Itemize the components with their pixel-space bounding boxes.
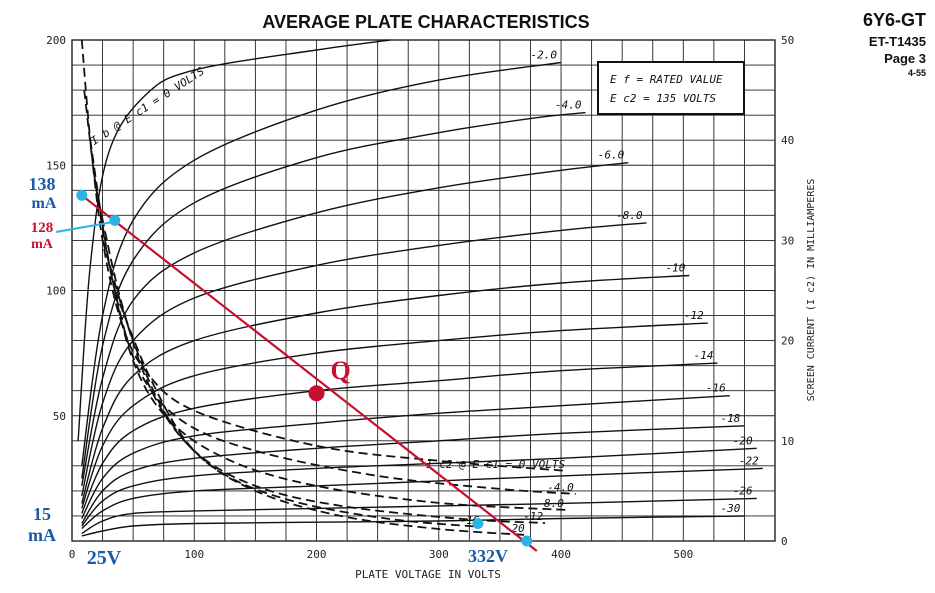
screen-curve-label: -8.0 (537, 497, 564, 510)
load-line (81, 194, 538, 552)
plate-curve-label: -20 (733, 434, 753, 447)
doc-date: 4-55 (908, 68, 926, 78)
screen-curve (89, 140, 566, 511)
y-tick-label: 50 (53, 410, 66, 423)
chart-grid (71, 39, 776, 542)
operating-point-marker (308, 385, 325, 402)
annotation-25v: 25V (87, 547, 122, 569)
x-tick-label: 400 (551, 548, 571, 561)
plate-curve (81, 395, 730, 519)
x-tick-label: 500 (673, 548, 693, 561)
screen-current-curves: I c2 @ E c1 = 0 VOLTS-4.0-8.0-12-16-20 (80, 39, 576, 536)
plate-curve-label: I b @ E c1 = 0 VOLTS (89, 64, 207, 147)
screen-curve (101, 240, 482, 528)
plate-curve (81, 497, 757, 535)
plate-curve-label: -12 (684, 309, 704, 322)
annotation-138-unit: mA (32, 195, 57, 212)
screen-curve (83, 89, 576, 495)
plate-curve-label: -22 (739, 454, 759, 467)
plate-curve (77, 39, 390, 441)
plate-curve (81, 447, 757, 527)
screen-curve-label: I c2 @ E c1 = 0 VOLTS (426, 458, 565, 471)
chart-title: AVERAGE PLATE CHARACTERISTICS (262, 12, 589, 32)
plate-curve-label: -14 (694, 349, 714, 362)
plate-curve (81, 274, 690, 504)
y-tick-label: 150 (46, 159, 66, 172)
point-marker (109, 214, 121, 226)
y2-tick-label: 50 (781, 34, 794, 47)
plate-curve-label: -18 (721, 412, 741, 425)
infobox-line-2: E c2 = 135 VOLTS (610, 92, 716, 105)
plate-curve-label: -4.0 (555, 99, 582, 112)
infobox-line-1: E f = RATED VALUE (610, 73, 723, 86)
plate-curve-label: -16 (706, 382, 726, 395)
annotation-q: Q (331, 356, 351, 385)
plate-curve-label: -30 (721, 502, 741, 515)
annotation-128-unit: mA (31, 237, 54, 252)
plate-curve (81, 467, 763, 530)
axis-ticks: 0 100 200 300 400 500 50 100 150 200 0 10 20 30 40 50 (46, 34, 794, 561)
x-tick-label: 0 (69, 548, 76, 561)
leader-line (55, 221, 111, 233)
x-tick-label: 200 (307, 548, 327, 561)
plate-curve-label: -2.0 (531, 49, 558, 62)
y2-tick-label: 40 (781, 134, 794, 147)
plate-curve (81, 61, 562, 466)
annotation-15: 15 (33, 504, 51, 524)
doc-code: ET-T1435 (869, 34, 926, 49)
plate-curve (81, 222, 647, 497)
y2-tick-label: 10 (781, 435, 794, 448)
y-tick-label: 200 (46, 34, 66, 47)
tube-type: 6Y6-GT (863, 10, 926, 30)
y2-tick-label: 20 (781, 335, 794, 348)
plate-curve-label: -8.0 (616, 209, 643, 222)
screen-curve-label: -4.0 (547, 481, 574, 494)
plate-curve-label: -6.0 (598, 149, 625, 162)
y-tick-label: 100 (46, 285, 66, 298)
y2-axis-label: SCREEN CURRENT (I c2) IN MILLIAMPERES (806, 179, 817, 402)
page-number: Page 3 (884, 51, 926, 66)
plate-curve-label: -10 (666, 261, 686, 274)
plate-curve (81, 322, 708, 509)
rating-infobox: E f = RATED VALUE E c2 = 135 VOLTS (597, 61, 745, 115)
plate-curve (81, 162, 629, 487)
point-marker (521, 535, 533, 547)
y2-tick-label: 0 (781, 535, 788, 548)
x-tick-label: 100 (184, 548, 204, 561)
point-marker (76, 189, 88, 201)
y2-tick-label: 30 (781, 234, 794, 247)
plate-curve (81, 515, 745, 537)
annotation-138: 138 (29, 174, 56, 194)
plot-frame (71, 39, 776, 542)
screen-curve (113, 290, 527, 536)
screen-curve-label: -20 (505, 522, 525, 535)
point-marker (472, 517, 484, 529)
x-axis-label: PLATE VOLTAGE IN VOLTS (355, 568, 501, 581)
x-tick-label: 300 (429, 548, 449, 561)
annotation-128: 128 (31, 220, 54, 236)
annotation-332v: 332V (468, 546, 508, 566)
screen-curve-label: -12 (523, 510, 543, 523)
plate-curve (81, 111, 586, 479)
plate-curve-label: -26 (733, 484, 753, 497)
plate-curve (81, 425, 745, 524)
annotation-15-unit: mA (28, 525, 56, 545)
